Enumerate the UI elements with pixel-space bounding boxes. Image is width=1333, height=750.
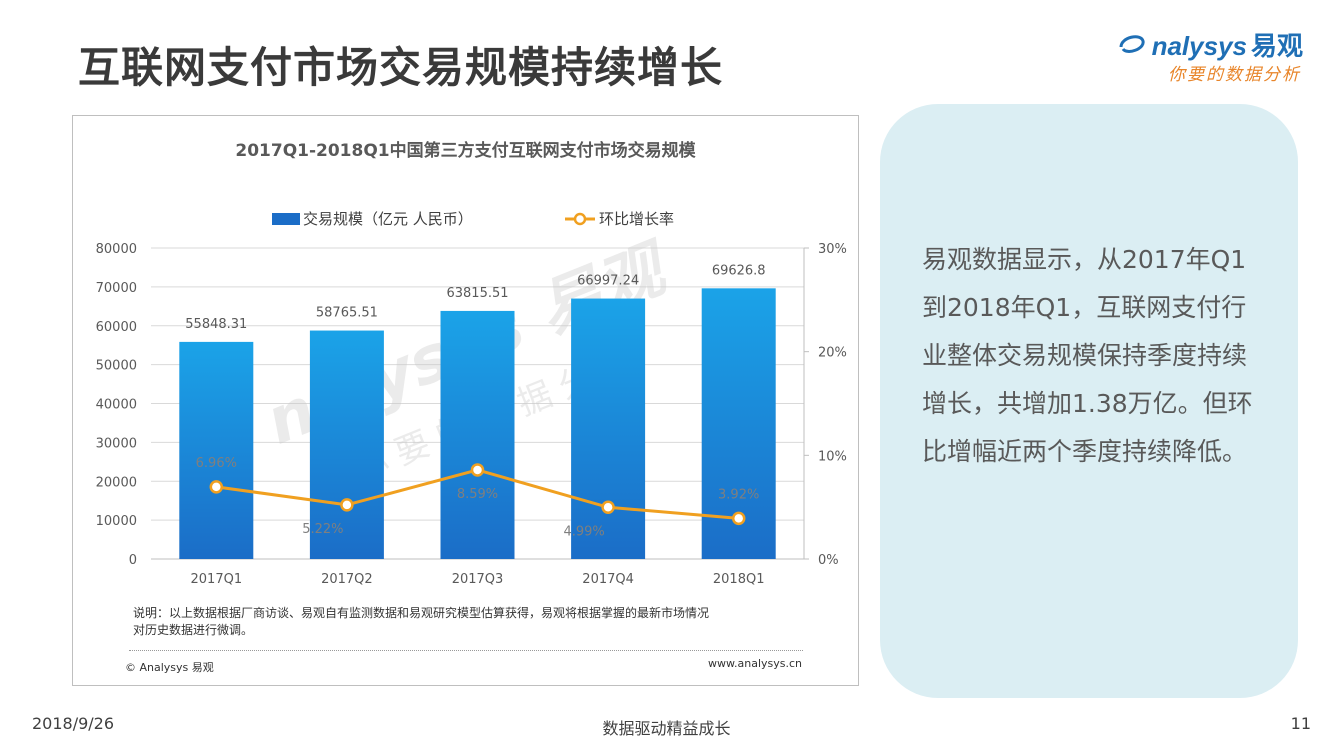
- bar: [571, 298, 646, 559]
- chart-copyright: © Analysys 易观: [125, 661, 214, 674]
- bar: [309, 330, 384, 559]
- bar-data-label: 55848.31: [185, 317, 247, 332]
- chart-note-line2: 对历史数据进行微调。: [133, 623, 254, 637]
- growth-rate-label: 5.22%: [302, 522, 343, 537]
- note-divider: [129, 650, 803, 651]
- legend-bar-label: 交易规模（亿元 人民币）: [303, 210, 473, 228]
- x-tick-label: 2017Q1: [191, 572, 243, 587]
- bar: [440, 310, 515, 559]
- page-title: 互联网支付市场交易规模持续增长: [78, 43, 724, 92]
- growth-rate-point: [340, 498, 354, 512]
- bar-data-label: 58765.51: [316, 306, 378, 321]
- growth-rate-label: 8.59%: [457, 487, 498, 502]
- legend-line-marker: [573, 212, 587, 226]
- x-tick-label: 2017Q4: [582, 572, 634, 587]
- y-right-tick-label: 20%: [818, 346, 847, 361]
- growth-rate-point: [731, 511, 746, 526]
- y-left-tick-label: 70000: [96, 281, 137, 296]
- legend-line-label: 环比增长率: [599, 210, 674, 228]
- growth-rate-label: 6.96%: [196, 456, 237, 471]
- chart-website: www.analysys.cn: [708, 657, 802, 670]
- y-left-tick-label: 0: [129, 553, 137, 568]
- bar-data-label: 66997.24: [577, 274, 639, 289]
- y-left-tick-label: 30000: [96, 436, 137, 451]
- y-left-tick-label: 80000: [96, 242, 137, 257]
- growth-rate-point: [470, 463, 485, 477]
- chart-title: 2017Q1-2018Q1中国第三方支付互联网支付市场交易规模: [235, 141, 696, 161]
- chart-svg: 0 10000 20000 30000 40000 50000 60000 70000 8000…: [96, 210, 847, 587]
- x-tick-label: 2017Q3: [452, 572, 504, 587]
- logo-text-en: nalysys: [1151, 31, 1247, 61]
- logo-swoosh-icon: [1119, 35, 1145, 53]
- y-right-tick-label: 10%: [818, 449, 847, 464]
- logo-tagline: 你要的数据分析: [1168, 65, 1301, 85]
- summary-panel: 易观数据显示，从2017年Q1到2018年Q1，互联网支付行业整体交易规模保持季…: [880, 104, 1298, 698]
- analysys-logo: nalysys 易观 你要的数据分析: [1103, 26, 1303, 88]
- summary-text: 易观数据显示，从2017年Q1到2018年Q1，互联网支付行业整体交易规模保持季…: [922, 245, 1253, 466]
- y-left-tick-label: 40000: [96, 398, 137, 413]
- growth-rate-point: [601, 500, 615, 515]
- x-tick-label: 2017Q2: [321, 572, 373, 587]
- chart-container: 2017Q1-2018Q1中国第三方支付互联网支付市场交易规模 0 10000 20…: [72, 115, 859, 686]
- y-left-tick-label: 20000: [96, 475, 137, 490]
- chart-note: 说明：以上数据根据厂商访谈、易观自有监测数据和易观研究模型估算获得，易观将根据掌…: [133, 605, 813, 639]
- growth-rate-label: 4.99%: [563, 524, 604, 539]
- bar: [179, 341, 254, 559]
- y-left-tick-label: 50000: [96, 359, 137, 374]
- footer-slogan: 数据驱动精益成长: [602, 719, 731, 738]
- growth-rate-point: [209, 480, 224, 494]
- y-left-tick-label: 10000: [96, 514, 137, 529]
- logo-text-cn: 易观: [1250, 31, 1303, 61]
- growth-rate-label: 3.92%: [718, 487, 759, 502]
- bar-data-label: 63815.51: [446, 286, 508, 301]
- bar-data-label: 69626.8: [712, 263, 766, 278]
- y-right-tick-label: 0%: [818, 553, 839, 568]
- footer-date: 2018/9/26: [32, 714, 115, 733]
- page-number: 11: [1290, 714, 1311, 733]
- y-right-tick-label: 30%: [818, 242, 847, 257]
- x-tick-label: 2018Q1: [713, 572, 765, 587]
- legend-bar-swatch: [272, 213, 300, 225]
- chart-note-line1: 说明：以上数据根据厂商访谈、易观自有监测数据和易观研究模型估算获得，易观将根据掌…: [133, 606, 710, 620]
- logo-wordmark: nalysys 易观: [1152, 26, 1303, 63]
- y-left-tick-label: 60000: [96, 320, 137, 335]
